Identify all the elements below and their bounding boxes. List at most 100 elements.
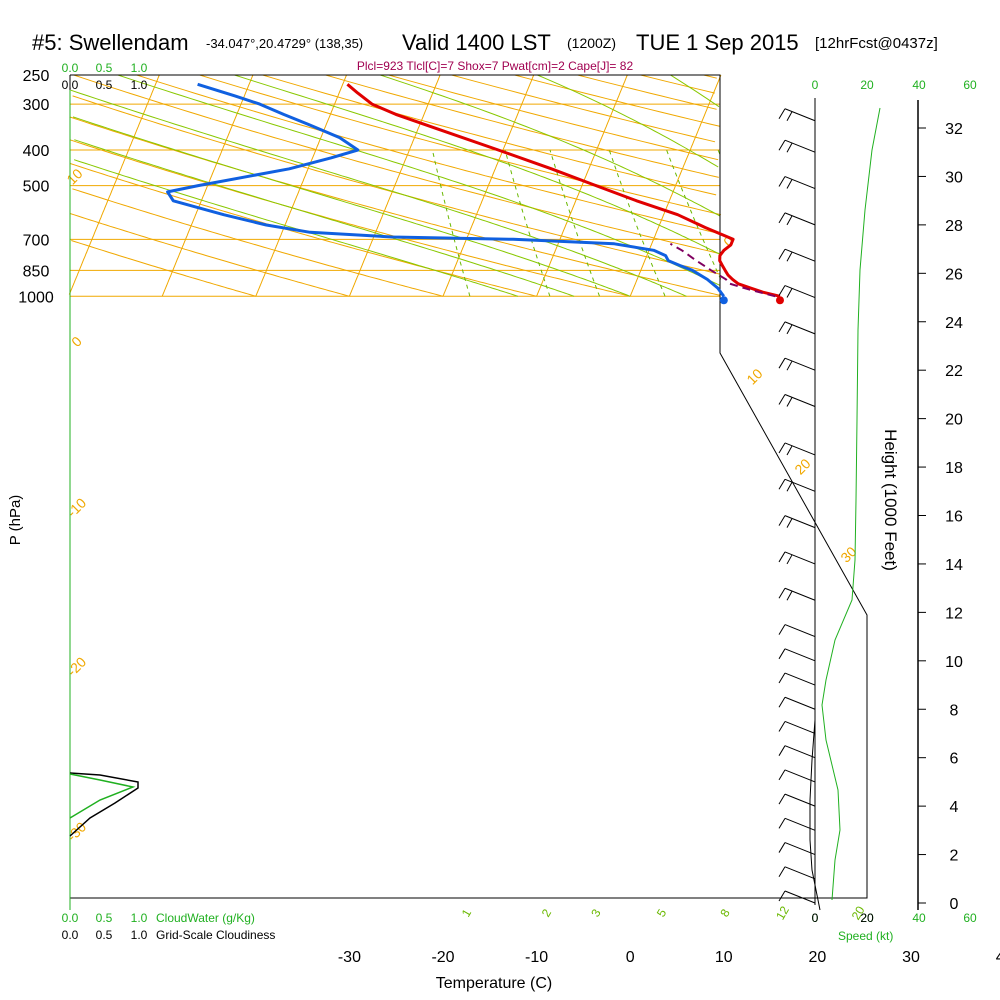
cloud-water-scale-label: 1.0 (131, 61, 148, 75)
wind-barb (778, 212, 816, 226)
barb-flag (786, 324, 793, 335)
barb-flag (778, 624, 786, 635)
speed-scale-label: 20 (860, 911, 874, 925)
height-tick-label: 20 (945, 412, 963, 429)
wind-barbs (778, 98, 881, 911)
wind-barb (778, 357, 816, 371)
barb-flag (778, 588, 786, 599)
stability-indices: Plcl=923 Tlcl[C]=7 Shox=7 Pwat[cm]=2 Cap… (357, 59, 634, 73)
mixing-ratio-line (608, 149, 666, 297)
cloudiness-scale-label: 0.0 (62, 928, 79, 942)
cloud-water-scale-label: 0.5 (96, 911, 113, 925)
x-tick-label: -30 (338, 949, 361, 966)
speed-scale-label: 20 (860, 78, 874, 92)
moist-adiabat-line (72, 116, 631, 297)
x-tick-label: 40 (996, 949, 1000, 966)
isotherm-line (255, 74, 347, 297)
barb-flag (786, 111, 793, 121)
barb-flag (778, 394, 786, 405)
sounding-lines (166, 82, 784, 305)
isotherm-line (348, 74, 441, 297)
surface-temperature-marker (775, 296, 784, 305)
axis-labels: -30-20-100102030402503004005007008501000… (18, 61, 1000, 966)
barb-flag (778, 842, 786, 853)
speed-scale-label: 60 (963, 911, 977, 925)
moist-adiabat-line (70, 89, 687, 297)
cloud-water-scale-label: 0.0 (62, 911, 79, 925)
barb-staff (784, 721, 816, 734)
barb-staff (784, 285, 816, 298)
barb-flag (778, 793, 786, 805)
cloud-water-scale-label: 0.0 (62, 61, 79, 75)
barb-staff (784, 696, 816, 710)
wind-barb (778, 745, 816, 759)
station-title: #5: Swellendam (32, 30, 189, 55)
dry-adiabat-line (69, 212, 350, 297)
barb-flag (778, 176, 786, 187)
speed-scale-label: 60 (963, 78, 977, 92)
pressure-tick-label: 1000 (18, 289, 54, 306)
barb-staff (784, 842, 816, 856)
barb-staff (784, 248, 816, 262)
wind-barb (778, 139, 816, 153)
wind-barb (778, 108, 816, 122)
mixing-ratio-label: 20 (849, 903, 868, 922)
utc-time: (1200Z) (567, 35, 616, 51)
height-tick-label: 28 (945, 218, 963, 235)
dry-adiabat-line (136, 74, 720, 234)
dry-adiabat-line (703, 74, 717, 79)
barb-flag (778, 479, 786, 490)
barb-flag (778, 551, 786, 563)
barb-flag (778, 721, 786, 732)
barb-staff (784, 394, 816, 407)
speed-label: Speed (kt) (838, 929, 893, 943)
moist-adiabat-line (380, 74, 721, 217)
barb-flag (786, 518, 793, 528)
wind-barb (778, 515, 816, 529)
dry-adiabat-line (577, 74, 717, 110)
barb-staff (784, 515, 816, 529)
barb-flag (778, 108, 786, 119)
barb-staff (784, 478, 816, 492)
barb-flag (778, 515, 786, 526)
cloud-water-scale-label: 1.0 (131, 911, 148, 925)
cloudiness-profile (69, 772, 139, 837)
height-tick-label: 30 (945, 169, 963, 186)
barb-staff (784, 357, 816, 371)
wind-barb (778, 624, 816, 638)
cloudiness-scale-label: 0.5 (96, 78, 113, 92)
height-tick-label: 12 (945, 605, 963, 622)
wind-barb (778, 176, 816, 190)
dry-adiabat-line (325, 74, 719, 178)
dry-adiabat-line (640, 74, 715, 94)
x-tick-label: 0 (626, 949, 635, 966)
wind-barb (778, 248, 816, 262)
barb-flag (786, 397, 793, 407)
barb-staff (784, 866, 816, 880)
x-tick-label: 20 (809, 949, 827, 966)
barb-flag (778, 696, 786, 708)
height-tick-label: 0 (950, 896, 959, 913)
barb-flag (778, 285, 786, 296)
wind-barb (778, 321, 816, 335)
temperature-line (346, 83, 781, 298)
wind-barb (778, 866, 816, 880)
barb-flag (778, 248, 786, 260)
x-tick-label: -10 (525, 949, 548, 966)
mixing-ratio-line (666, 149, 722, 280)
barb-staff (784, 442, 816, 456)
barb-flag (778, 648, 786, 660)
cloudiness-scale-label: 1.0 (131, 78, 148, 92)
barb-staff (784, 793, 816, 807)
wind-barb (778, 478, 816, 492)
dry-adiabat-line (72, 188, 444, 297)
barb-staff (784, 551, 816, 565)
pressure-tick-label: 700 (23, 232, 50, 249)
speed-scale-label: 40 (912, 78, 926, 92)
cloud-profile (69, 772, 139, 837)
speed-profile-black (809, 719, 821, 911)
dry-adiabat-line (451, 74, 716, 143)
height-tick-label: 18 (945, 460, 963, 477)
height-tick-label: 22 (945, 363, 963, 380)
